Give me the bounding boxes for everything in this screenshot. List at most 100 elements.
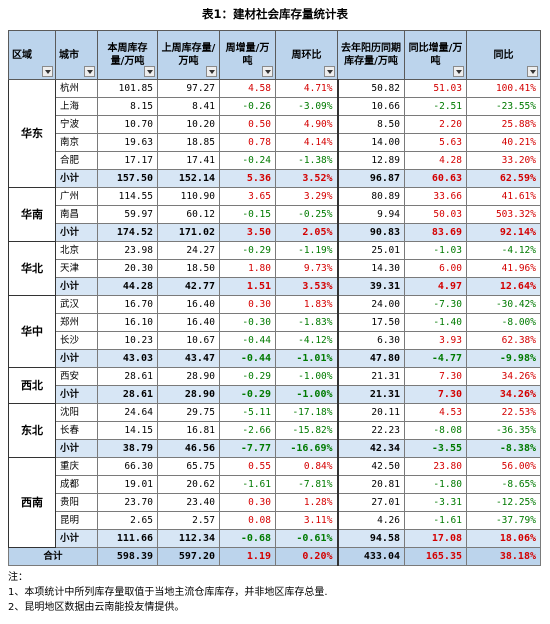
filter-dropdown-icon[interactable]	[84, 66, 95, 77]
value-cell-inc: -0.26	[219, 97, 276, 116]
value-cell-inc: 0.50	[219, 115, 276, 134]
table-row: 合肥 17.17 17.41 -0.24 -1.38% 12.89 4.28 33.20%	[9, 151, 541, 170]
city-cell: 广州	[55, 187, 98, 206]
city-cell: 西安	[55, 367, 98, 386]
filter-dropdown-icon[interactable]	[206, 66, 217, 77]
value-cell-yinc: -4.77	[404, 349, 467, 368]
value-cell-wow: -1.00%	[275, 367, 338, 386]
filter-dropdown-icon[interactable]	[453, 66, 464, 77]
value-cell-prev: 16.40	[157, 313, 220, 332]
value-cell-yoy: 92.14%	[466, 223, 541, 242]
value-cell-yoy: 41.61%	[466, 187, 541, 206]
value-cell-ly: 14.00	[336, 133, 405, 152]
header-label: 同比	[493, 49, 514, 61]
header-cell: 周环比	[275, 30, 338, 80]
value-cell-cur: 23.70	[97, 493, 158, 512]
value-cell-yoy: 25.88%	[466, 115, 541, 134]
value-cell-yoy: 41.96%	[466, 259, 541, 278]
value-cell-yinc: -1.80	[404, 475, 467, 494]
value-cell-yinc: 7.30	[404, 367, 467, 386]
value-cell-wow: 1.28%	[275, 493, 338, 512]
table-row: 长春 14.15 16.81 -2.66 -15.82% 22.23 -8.08 -36.35…	[9, 421, 541, 440]
value-cell-prev: 18.85	[157, 133, 220, 152]
value-cell-yoy: -8.38%	[466, 439, 541, 458]
region-cell: 东北	[8, 403, 56, 458]
region-cell: 华北	[8, 241, 56, 296]
total-row: 合计 598.39 597.20 1.19 0.20% 433.04 165.35 38.18…	[8, 547, 541, 566]
city-cell: 郑州	[55, 313, 98, 332]
value-cell-yinc: -3.55	[404, 439, 467, 458]
value-cell-wow: 2.05%	[275, 223, 338, 242]
header-row: 区域 城市 本周库存量/万吨 上周库存量/万吨 周增量/万吨 周环比 去年阳历同期库存量/万…	[8, 30, 541, 80]
header-label: 上周库存量/万吨	[161, 43, 216, 67]
value-cell-prev: 46.56	[157, 439, 220, 458]
value-cell-wow: -1.01%	[275, 349, 338, 368]
value-cell-wow: 1.83%	[275, 295, 338, 314]
value-cell-ly: 90.83	[336, 223, 405, 242]
filter-dropdown-icon[interactable]	[42, 66, 53, 77]
value-cell-yinc: -7.30	[404, 295, 467, 314]
inventory-table: 区域 城市 本周库存量/万吨 上周库存量/万吨 周增量/万吨 周环比 去年阳历同期库存量/万…	[8, 30, 541, 566]
value-cell-inc: -1.61	[219, 475, 276, 494]
value-cell-prev: 29.75	[157, 403, 220, 422]
value-cell-prev: 18.50	[157, 259, 220, 278]
table-row: 东北 沈阳 24.64 29.75 -5.11 -17.18% 20.11 4.53 22.53…	[8, 403, 541, 458]
value-cell-yoy: 34.26%	[466, 385, 541, 404]
note-heading: 注：	[8, 572, 28, 583]
value-cell-prev: 97.27	[157, 79, 220, 98]
table-row: 西南 重庆 66.30 65.75 0.55 0.84% 42.50 23.80 56.00%	[8, 457, 541, 548]
filter-dropdown-icon[interactable]	[262, 66, 273, 77]
value-cell-wow: -0.61%	[275, 529, 338, 548]
value-cell-prev: 112.34	[157, 529, 220, 548]
filter-dropdown-icon[interactable]	[324, 66, 335, 77]
value-cell-cur: 28.61	[97, 367, 158, 386]
value-cell-inc: 4.58	[219, 79, 276, 98]
value-cell-inc: -0.15	[219, 205, 276, 224]
header-label: 周环比	[291, 49, 322, 61]
value-cell-cur: 59.97	[97, 205, 158, 224]
total-cell-yoy: 38.18%	[466, 547, 541, 566]
value-cell-prev: 16.40	[157, 295, 220, 314]
value-cell-yinc: 2.20	[404, 115, 467, 134]
value-cell-wow: -1.38%	[275, 151, 338, 170]
value-cell-yinc: 33.66	[404, 187, 467, 206]
value-cell-cur: 114.55	[97, 187, 158, 206]
region-cell: 华东	[8, 79, 56, 188]
value-cell-prev: 43.47	[157, 349, 220, 368]
value-cell-yinc: 50.03	[404, 205, 467, 224]
value-cell-yinc: 5.63	[404, 133, 467, 152]
value-cell-cur: 19.01	[97, 475, 158, 494]
value-cell-ly: 12.89	[336, 151, 405, 170]
value-cell-inc: -0.30	[219, 313, 276, 332]
header-cell: 本周库存量/万吨	[97, 30, 158, 80]
region-cell: 西南	[8, 457, 56, 548]
value-cell-ly: 6.30	[336, 331, 405, 350]
value-cell-wow: -1.19%	[275, 241, 338, 260]
value-cell-wow: 3.11%	[275, 511, 338, 530]
value-cell-yinc: 4.28	[404, 151, 467, 170]
value-cell-yinc: 83.69	[404, 223, 467, 242]
header-cell: 周增量/万吨	[219, 30, 276, 80]
value-cell-ly: 9.94	[336, 205, 405, 224]
header-cell: 同比增量/万吨	[404, 30, 467, 80]
value-cell-yoy: -30.42%	[466, 295, 541, 314]
value-cell-yoy: 33.20%	[466, 151, 541, 170]
value-cell-cur: 10.70	[97, 115, 158, 134]
value-cell-ly: 17.50	[336, 313, 405, 332]
value-cell-yoy: 22.53%	[466, 403, 541, 422]
value-cell-yinc: 60.63	[404, 169, 467, 188]
value-cell-cur: 66.30	[97, 457, 158, 476]
value-cell-prev: 28.90	[157, 385, 220, 404]
value-cell-prev: 8.41	[157, 97, 220, 116]
city-cell: 昆明	[55, 511, 98, 530]
filter-dropdown-icon[interactable]	[144, 66, 155, 77]
subtotal-row: 小计 174.52 171.02 3.50 2.05% 90.83 83.69 92.14%	[9, 223, 541, 242]
value-cell-prev: 42.77	[157, 277, 220, 296]
value-cell-yoy: 34.26%	[466, 367, 541, 386]
filter-dropdown-icon[interactable]	[527, 66, 538, 77]
value-cell-yoy: -4.12%	[466, 241, 541, 260]
value-cell-cur: 38.79	[97, 439, 158, 458]
value-cell-cur: 24.64	[97, 403, 158, 422]
total-cell-prev: 597.20	[157, 547, 220, 566]
value-cell-wow: 4.14%	[275, 133, 338, 152]
